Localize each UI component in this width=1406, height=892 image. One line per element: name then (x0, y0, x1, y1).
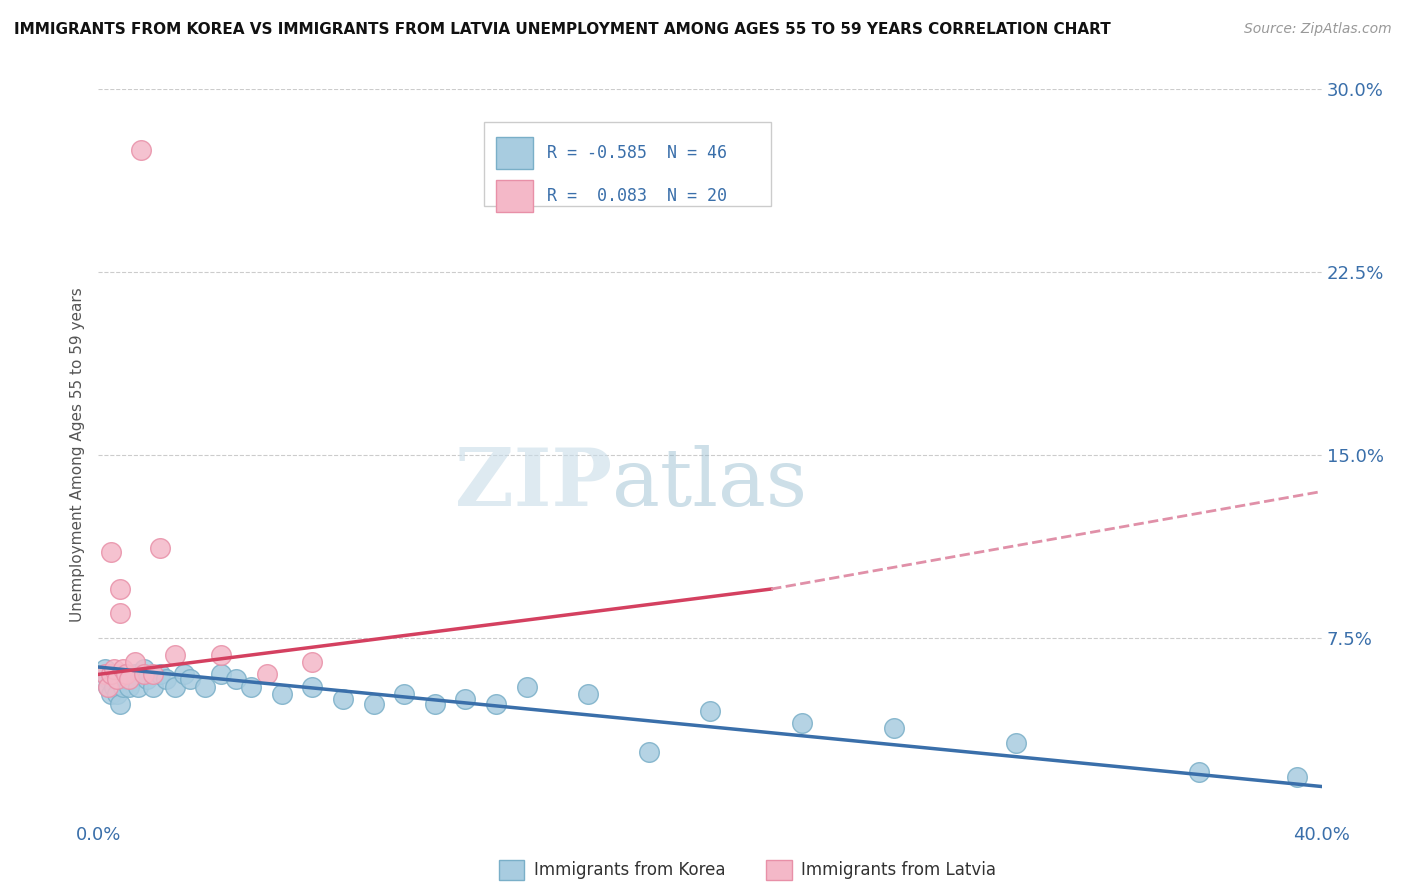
Point (637, 745, 661, 759)
Point (194, 680, 217, 694)
FancyBboxPatch shape (496, 180, 533, 212)
Point (883, 721, 905, 735)
Point (108, 607, 131, 621)
Text: ZIP: ZIP (456, 445, 612, 524)
Point (301, 680, 323, 694)
Point (134, 663, 156, 677)
Point (97, 680, 120, 694)
Point (142, 667, 165, 681)
Point (516, 680, 538, 694)
Point (111, 680, 134, 694)
Point (256, 667, 278, 681)
Point (100, 687, 122, 701)
Point (699, 704, 721, 718)
Point (1004, 736, 1026, 750)
Point (301, 655, 323, 669)
Point (100, 667, 122, 681)
Text: R =  0.083  N = 20: R = 0.083 N = 20 (547, 187, 727, 205)
Point (142, 680, 165, 694)
Point (240, 680, 263, 694)
Point (209, 667, 232, 681)
Point (127, 680, 149, 694)
Point (163, 680, 186, 694)
Point (454, 691, 477, 706)
Point (1188, 764, 1211, 779)
Point (332, 691, 354, 706)
Point (111, 667, 134, 681)
Point (270, 687, 292, 701)
Point (136, 672, 159, 686)
Point (149, 667, 172, 681)
Text: Immigrants from Latvia: Immigrants from Latvia (801, 861, 997, 879)
Point (134, 667, 156, 681)
Point (115, 667, 138, 681)
Point (100, 667, 122, 681)
Point (576, 687, 599, 701)
Point (108, 582, 131, 596)
Point (173, 667, 195, 681)
Point (111, 663, 134, 677)
Point (149, 541, 172, 555)
Point (124, 655, 146, 669)
FancyBboxPatch shape (496, 136, 533, 169)
Point (103, 663, 125, 677)
Point (423, 697, 446, 711)
Point (124, 667, 146, 681)
Point (129, 143, 152, 157)
Point (97, 672, 120, 686)
Text: Source: ZipAtlas.com: Source: ZipAtlas.com (1244, 22, 1392, 37)
Point (93, 667, 115, 681)
Point (108, 672, 131, 686)
Point (105, 667, 128, 681)
Point (363, 697, 385, 711)
Point (163, 648, 186, 662)
Point (209, 648, 232, 662)
Point (93, 663, 115, 677)
Point (105, 672, 128, 686)
Text: atlas: atlas (612, 445, 807, 524)
Point (105, 687, 128, 701)
Point (485, 697, 508, 711)
Point (118, 680, 141, 694)
Point (100, 545, 122, 559)
Point (118, 672, 141, 686)
Point (1286, 770, 1309, 784)
Point (108, 697, 131, 711)
Text: IMMIGRANTS FROM KOREA VS IMMIGRANTS FROM LATVIA UNEMPLOYMENT AMONG AGES 55 TO 59: IMMIGRANTS FROM KOREA VS IMMIGRANTS FROM… (14, 22, 1111, 37)
Text: R = -0.585  N = 46: R = -0.585 N = 46 (547, 144, 727, 161)
Point (97, 680, 120, 694)
Point (103, 680, 125, 694)
Point (790, 716, 813, 731)
Point (155, 672, 177, 686)
Y-axis label: Unemployment Among Ages 55 to 59 years: Unemployment Among Ages 55 to 59 years (70, 287, 86, 623)
Text: Immigrants from Korea: Immigrants from Korea (534, 861, 725, 879)
Point (103, 672, 125, 686)
Point (225, 672, 247, 686)
Point (179, 672, 201, 686)
FancyBboxPatch shape (484, 122, 772, 206)
Point (392, 687, 416, 701)
Point (115, 672, 138, 686)
